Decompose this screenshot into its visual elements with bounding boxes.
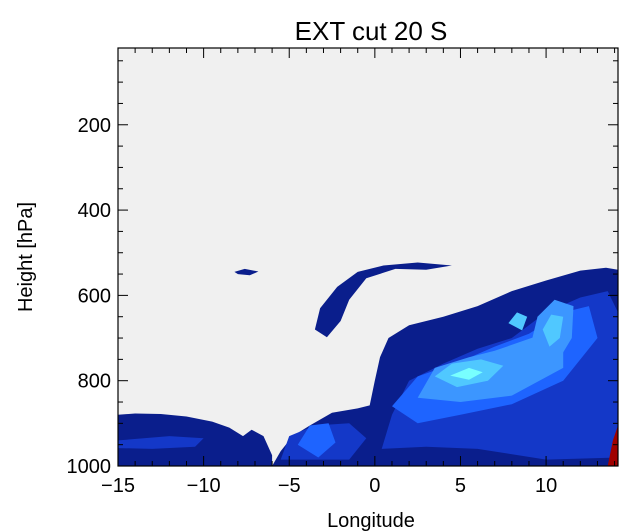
contour-region-12	[542, 314, 564, 347]
contour-region-8	[297, 423, 336, 458]
x-axis: −15 −10 −5 0 5 10	[101, 48, 616, 497]
x-tick-label: 5	[455, 475, 466, 497]
y-tick-label: 1000	[67, 456, 112, 478]
contour-region-14	[450, 367, 483, 380]
x-tick-label: −15	[101, 475, 135, 497]
contour-region-5	[118, 436, 204, 449]
contour-region-13	[508, 312, 528, 331]
contour-field	[118, 262, 618, 466]
y-tick-label: 800	[78, 371, 111, 393]
chart-title: EXT cut 20 S	[295, 16, 448, 46]
x-axis-label: Longitude	[327, 510, 415, 532]
contour-region-15	[607, 425, 618, 466]
y-tick-label: 200	[78, 115, 111, 137]
y-axis: 200 400 600 800 1000	[67, 60, 618, 478]
plot-frame	[117, 47, 619, 467]
x-tick-label: 0	[369, 475, 380, 497]
x-tick-label: 10	[535, 475, 557, 497]
contour-region-3	[234, 268, 259, 276]
y-tick-label: 400	[78, 200, 111, 222]
y-tick-label: 600	[78, 285, 111, 307]
x-tick-label: −5	[278, 475, 301, 497]
contour-region-2	[314, 262, 452, 338]
x-tick-label: −10	[187, 475, 221, 497]
y-axis-label: Height [hPa]	[15, 202, 37, 312]
